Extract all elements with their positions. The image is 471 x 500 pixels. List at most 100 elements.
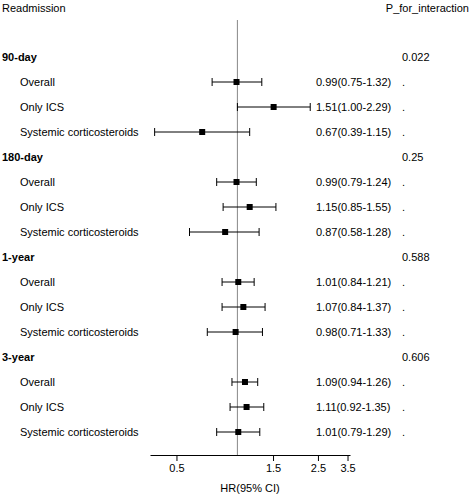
row-label: Systemic corticosteroids [20,426,139,438]
tick-label: 2.5 [311,462,326,474]
ci-row [222,303,265,311]
row-label: Only ICS [20,201,64,213]
p-header: P_for_interaction [386,2,469,14]
reference-line [237,20,238,455]
ci-cap-upper [259,228,260,236]
hr-point [242,379,248,385]
ci-cap-lower [154,128,155,136]
tick-mark [273,455,274,461]
p-interaction: 0.606 [402,351,430,363]
ci-cap-lower [237,103,238,111]
row-label: Only ICS [20,301,64,313]
ci-label: 1.51(1.00-2.29) [316,101,391,113]
row-p: . [402,101,405,113]
row-texts: 90-day 0.022 Overall 0.99(0.75-1.32). Only I… [2,51,430,438]
ci-row [223,203,276,211]
group-label: 3-year [2,351,35,363]
row-p: . [402,426,405,438]
tick-mark [318,455,319,461]
marks [155,20,311,455]
ci-cap-lower [231,378,232,386]
tick: 3.5 [340,455,355,474]
ci-cap-lower [230,403,231,411]
row-p: . [402,201,405,213]
ci-cap-upper [261,78,262,86]
hr-point [235,279,241,285]
ci-cap-lower [222,278,223,286]
ci-label: 1.01(0.84-1.21) [316,276,391,288]
tick-label: 3.5 [340,462,355,474]
row-label: Overall [20,376,55,388]
group-label: 1-year [2,251,35,263]
p-interaction: 0.022 [402,51,430,63]
ci-cap-lower [189,228,190,236]
row-p: . [402,126,405,138]
chart: ReadmissionP_for_interaction90-day0.022O… [0,0,471,500]
row-p: . [402,176,405,188]
row-p: . [402,301,405,313]
p-interaction: 0.25 [402,151,423,163]
tick: 0.5 [169,455,184,474]
group-label: 90-day [2,51,38,63]
ci-row [232,378,258,386]
tick-label: 1.5 [266,462,281,474]
hr-point [240,304,246,310]
ci-label: 0.99(0.75-1.32) [316,76,391,88]
ci-cap-lower [216,178,217,186]
row-label: Systemic corticosteroids [20,126,139,138]
hr-point [244,404,250,410]
x-axis-title: HR(95% CI) [220,482,279,494]
row-p: . [402,276,405,288]
ci-label: 0.99(0.79-1.24) [316,176,391,188]
hr-point [234,179,240,185]
row-label: Overall [20,76,55,88]
ci-label: 0.67(0.39-1.15) [316,126,391,138]
ci-cap-upper [254,278,255,286]
hr-point [199,129,205,135]
ci-row [190,228,260,236]
tick-label: 0.5 [169,462,184,474]
ci-row [207,328,262,336]
hr-point [233,329,239,335]
ci-cap-upper [275,203,276,211]
ci-cap-upper [259,428,260,436]
tick: 1.5 [266,455,281,474]
ci-cap-upper [263,403,264,411]
ci-cap-upper [265,303,266,311]
ci-label: 1.07(0.84-1.37) [316,301,391,313]
ci-cap-lower [207,328,208,336]
hr-point [234,79,240,85]
ci-label: 1.01(0.79-1.29) [316,426,391,438]
ci-row [237,103,310,111]
hr-point [271,104,277,110]
row-p: . [402,401,405,413]
ci-row [155,128,250,136]
ci-cap-upper [262,328,263,336]
ci-label: 1.09(0.94-1.26) [316,376,391,388]
hr-point [222,229,228,235]
x-axis: 0.5 1.5 2.5 3.5 [151,455,356,474]
ci-label: 0.98(0.71-1.33) [316,326,391,338]
ci-cap-lower [223,203,224,211]
tick: 2.5 [311,455,326,474]
row-p: . [402,376,405,388]
ci-cap-lower [212,78,213,86]
ci-row [212,78,262,86]
ci-cap-upper [257,378,258,386]
row-label: Systemic corticosteroids [20,226,139,238]
row-label: Systemic corticosteroids [20,326,139,338]
ci-cap-upper [310,103,311,111]
ci-cap-upper [256,178,257,186]
ci-cap-upper [249,128,250,136]
ci-row [222,278,254,286]
row-p: . [402,226,405,238]
ci-cap-lower [216,428,217,436]
ci-row [217,428,260,436]
row-label: Overall [20,176,55,188]
ci-row [217,178,257,186]
row-label: Overall [20,276,55,288]
hr-point [235,429,241,435]
p-interaction: 0.588 [402,251,430,263]
row-label: Only ICS [20,101,64,113]
axis-line [151,455,351,456]
